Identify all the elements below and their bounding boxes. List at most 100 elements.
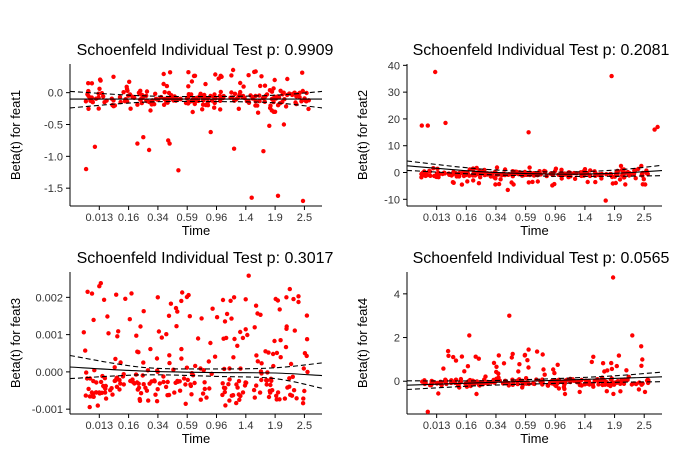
x-tick-label: 0.96: [206, 212, 227, 224]
residual-point: [301, 366, 306, 371]
residual-point: [258, 312, 263, 317]
residual-points: [420, 275, 651, 414]
residual-point: [267, 88, 273, 93]
residual-point: [154, 399, 160, 404]
residual-point: [222, 389, 227, 395]
residual-point: [186, 94, 191, 100]
residual-point: [231, 295, 237, 300]
residual-point: [302, 388, 307, 394]
x-tick-label: 0.16: [118, 212, 139, 224]
residual-point: [183, 401, 188, 406]
residual-point: [271, 86, 276, 91]
residual-point: [157, 381, 162, 386]
residual-point: [618, 389, 623, 394]
residual-point: [202, 386, 207, 392]
residual-point: [288, 361, 294, 367]
residual-point: [258, 83, 263, 89]
residual-point: [643, 182, 648, 187]
residual-point: [98, 379, 104, 385]
ci-lower-line: [69, 374, 323, 389]
residual-point: [639, 344, 644, 349]
y-tick-label: 0: [394, 168, 400, 180]
x-axis-label: Time: [520, 431, 548, 446]
residual-point: [135, 141, 140, 146]
residual-point: [446, 353, 451, 358]
y-tick-label: -1.5: [44, 183, 63, 195]
residual-point: [208, 129, 213, 135]
residual-point: [641, 177, 646, 182]
x-tick-label: 1.4: [577, 212, 592, 224]
residual-point: [141, 382, 146, 387]
residual-point: [629, 382, 634, 387]
residual-point: [189, 392, 194, 397]
residual-point: [186, 70, 191, 75]
residual-point: [306, 106, 311, 112]
residual-point: [610, 275, 616, 280]
residual-point: [153, 392, 158, 397]
residual-point: [236, 378, 242, 384]
residual-point: [272, 77, 277, 83]
residual-point: [540, 352, 545, 357]
residual-point: [101, 383, 106, 389]
residual-point: [166, 313, 172, 318]
residual-point: [206, 359, 211, 364]
residual-point: [291, 388, 297, 393]
residual-point: [86, 386, 91, 392]
residual-point: [491, 360, 497, 366]
residual-point: [118, 381, 123, 386]
residual-point: [559, 167, 564, 172]
residual-point: [270, 351, 276, 357]
residual-point: [283, 344, 289, 350]
residual-point: [176, 168, 181, 173]
residual-point: [520, 385, 525, 390]
residual-point: [287, 91, 292, 96]
residual-point: [499, 173, 505, 178]
residual-point: [619, 167, 625, 173]
residual-point: [114, 384, 120, 389]
residual-point: [204, 395, 209, 400]
residual-point: [203, 81, 208, 87]
residual-point: [419, 175, 424, 180]
y-axis-label: Beta(t) for feat4: [355, 298, 370, 388]
residual-point: [459, 354, 465, 359]
residual-point: [609, 174, 615, 180]
residual-point: [282, 396, 288, 401]
residual-point: [616, 353, 622, 358]
residual-point: [478, 175, 483, 180]
y-axis-label: Beta(t) for feat1: [8, 90, 23, 180]
x-tick-label: 2.5: [297, 212, 312, 224]
residual-point: [532, 381, 537, 387]
residual-point: [175, 379, 180, 384]
residual-point: [278, 355, 283, 360]
residual-point: [240, 93, 246, 99]
residual-point: [633, 176, 638, 181]
residual-point: [255, 103, 260, 108]
residual-point: [613, 180, 618, 186]
residual-point: [97, 86, 102, 92]
residual-point: [236, 106, 241, 112]
x-tick-label: 0.59: [515, 212, 536, 224]
residual-point: [494, 376, 499, 381]
residual-point: [161, 102, 167, 108]
residual-point: [585, 179, 590, 185]
residual-point: [167, 141, 172, 146]
residual-point: [618, 381, 623, 386]
residual-point: [144, 388, 150, 393]
x-tick-label: 2.5: [637, 212, 652, 224]
residual-point: [241, 84, 246, 89]
residual-point: [614, 363, 619, 369]
residual-point: [493, 176, 498, 181]
residual-point: [618, 163, 624, 169]
residual-point: [260, 96, 266, 101]
residual-point: [90, 394, 95, 399]
residual-point: [257, 390, 263, 395]
residual-point: [566, 175, 571, 180]
y-tick-label: -1.0: [44, 151, 63, 163]
residual-point: [526, 130, 531, 135]
residual-point: [139, 100, 144, 106]
residual-point: [515, 381, 520, 387]
residual-point: [177, 388, 183, 393]
residual-point: [246, 100, 252, 106]
residual-point: [604, 389, 609, 394]
residual-point: [128, 378, 133, 384]
